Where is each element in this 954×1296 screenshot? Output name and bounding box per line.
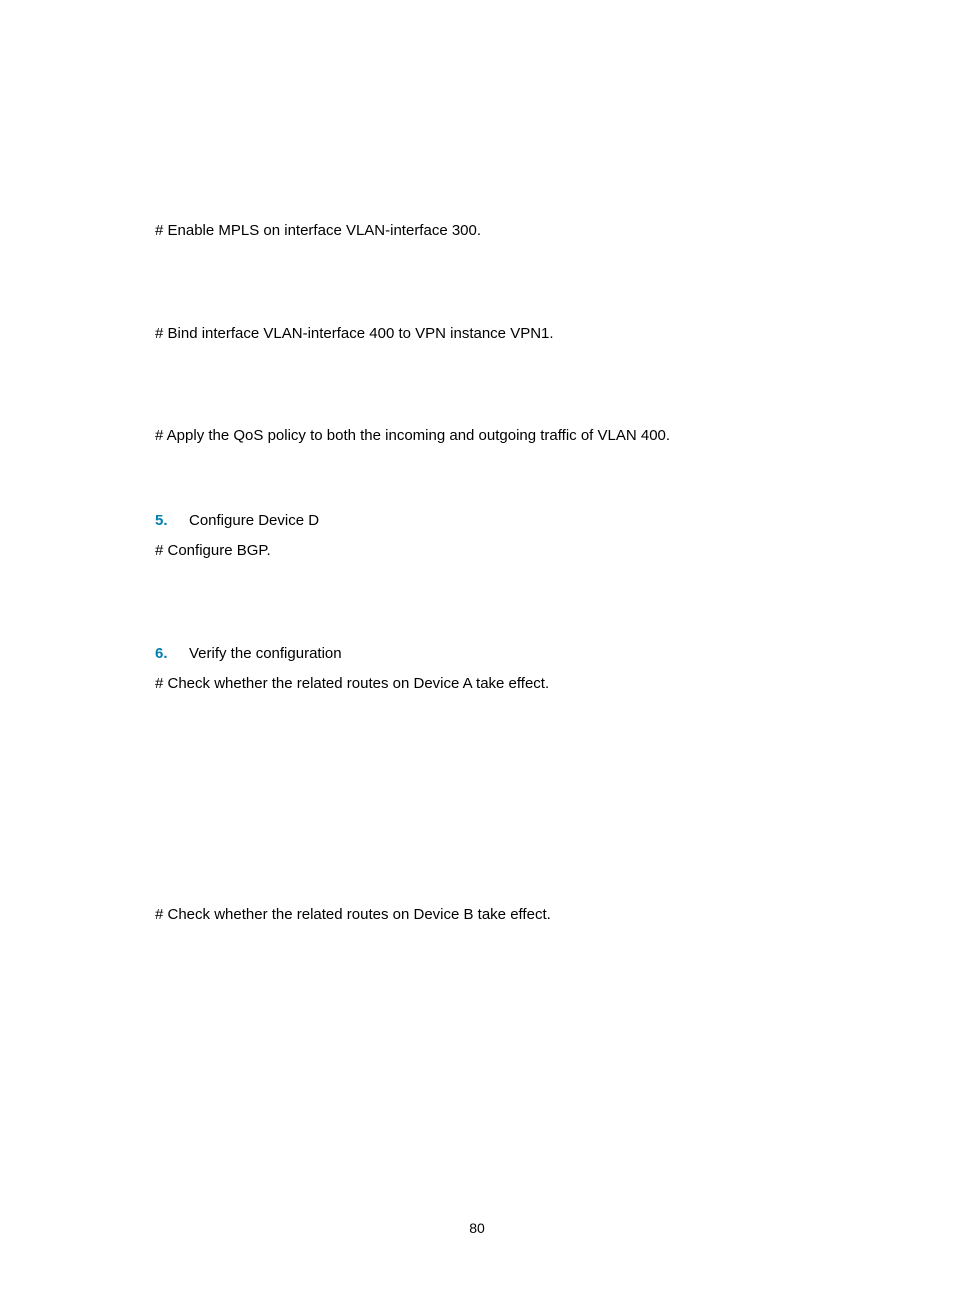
paragraph: # Check whether the related routes on De…	[155, 673, 799, 696]
list-number: 6.	[155, 643, 189, 666]
list-text: Configure Device D	[189, 510, 319, 533]
paragraph: # Configure BGP.	[155, 540, 799, 563]
paragraph: # Enable MPLS on interface VLAN-interfac…	[155, 220, 799, 243]
spacer	[155, 704, 799, 904]
spacer	[155, 456, 799, 510]
spacer	[155, 353, 799, 425]
spacer	[155, 571, 799, 643]
list-number: 5.	[155, 510, 189, 533]
list-text: Verify the configuration	[189, 643, 342, 666]
page-content: # Enable MPLS on interface VLAN-interfac…	[0, 0, 954, 926]
paragraph: # Apply the QoS policy to both the incom…	[155, 425, 799, 448]
spacer	[155, 251, 799, 323]
paragraph: # Bind interface VLAN-interface 400 to V…	[155, 323, 799, 346]
list-item: 6. Verify the configuration	[155, 643, 799, 666]
page: # Enable MPLS on interface VLAN-interfac…	[0, 0, 954, 1296]
page-number: 80	[0, 1220, 954, 1236]
list-item: 5. Configure Device D	[155, 510, 799, 533]
paragraph: # Check whether the related routes on De…	[155, 904, 799, 927]
